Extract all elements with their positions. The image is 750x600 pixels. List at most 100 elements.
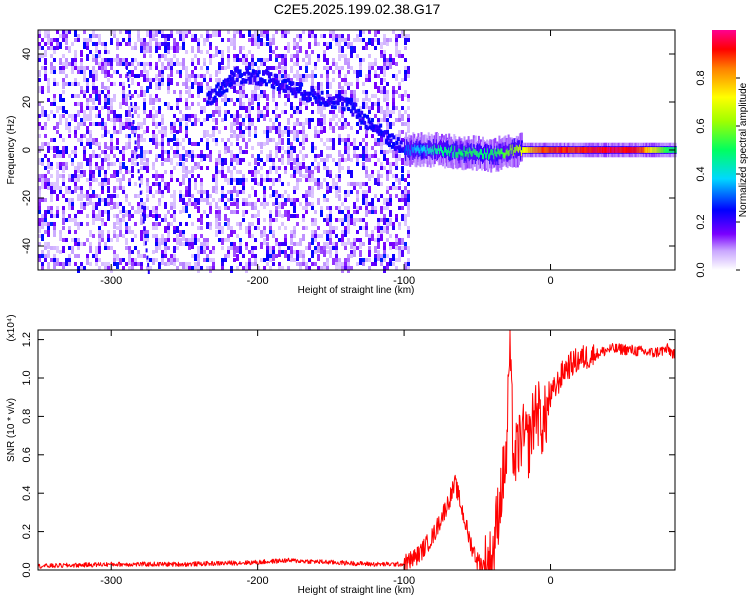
noise-cell — [194, 66, 197, 70]
noise-cell — [68, 230, 71, 234]
noise-cell — [308, 74, 311, 78]
noise-cell — [374, 210, 377, 214]
noise-cell — [269, 46, 272, 53]
noise-cell — [119, 30, 122, 34]
noise-cell — [146, 234, 149, 238]
noise-cell — [164, 182, 167, 186]
noise-cell — [119, 170, 122, 174]
noise-cell — [107, 62, 110, 66]
noise-cell — [296, 42, 299, 49]
noise-cell — [209, 206, 212, 210]
arc-cell — [224, 78, 227, 83]
noise-cell — [113, 174, 116, 178]
noise-cell — [152, 30, 155, 34]
noise-cell — [221, 170, 224, 174]
noise-cell — [239, 250, 242, 254]
noise-cell — [173, 46, 176, 53]
noise-cell — [329, 118, 332, 125]
noise-cell — [227, 198, 230, 202]
noise-cell — [287, 182, 290, 186]
noise-cell — [242, 54, 245, 61]
noise-cell — [92, 54, 95, 61]
noise-cell — [398, 246, 401, 253]
noise-cell — [314, 34, 317, 38]
noise-cell — [116, 54, 119, 58]
band-cell — [512, 150, 515, 156]
noise-cell — [317, 186, 320, 190]
noise-cell — [344, 158, 347, 162]
noise-cell — [176, 258, 179, 262]
noise-cell — [122, 234, 125, 238]
noise-cell — [113, 194, 116, 198]
noise-cell — [383, 154, 386, 161]
noise-cell — [116, 202, 119, 209]
noise-cell — [395, 194, 398, 198]
noise-cell — [95, 70, 98, 74]
noise-cell — [404, 110, 407, 114]
noise-cell — [272, 218, 275, 222]
noise-cell — [365, 170, 368, 174]
noise-cell — [299, 38, 302, 42]
noise-cell — [347, 150, 350, 154]
noise-cell — [191, 82, 194, 89]
noise-cell — [308, 202, 311, 206]
noise-cell — [122, 150, 125, 154]
noise-cell — [317, 42, 320, 46]
noise-cell — [56, 106, 59, 113]
noise-cell — [278, 202, 281, 209]
noise-cell — [170, 66, 173, 70]
noise-cell — [299, 46, 302, 53]
noise-cell — [56, 42, 59, 46]
noise-cell — [296, 182, 299, 186]
noise-cell — [137, 210, 140, 214]
noise-cell — [134, 234, 137, 238]
noise-cell — [41, 158, 44, 165]
noise-cell — [392, 154, 395, 158]
noise-cell — [362, 262, 365, 266]
noise-cell — [209, 78, 212, 82]
noise-cell — [74, 66, 77, 70]
noise-cell — [401, 190, 404, 197]
noise-cell — [272, 122, 275, 129]
noise-cell — [119, 182, 122, 189]
noise-cell — [74, 94, 77, 98]
noise-cell — [62, 194, 65, 198]
noise-cell — [185, 190, 188, 197]
noise-cell — [392, 174, 395, 178]
noise-cell — [293, 46, 296, 50]
noise-cell — [272, 190, 275, 197]
streak-cell — [133, 126, 136, 130]
noise-cell — [233, 78, 236, 82]
noise-cell — [230, 202, 233, 206]
noise-cell — [311, 162, 314, 166]
noise-cell — [221, 118, 224, 122]
noise-cell — [275, 118, 278, 122]
noise-cell — [191, 154, 194, 158]
noise-cell — [221, 262, 224, 266]
noise-cell — [374, 38, 377, 42]
noise-cell — [152, 258, 155, 265]
noise-cell — [215, 174, 218, 181]
noise-cell — [239, 158, 242, 165]
band-cell — [467, 151, 470, 158]
noise-cell — [95, 34, 98, 38]
noise-cell — [299, 238, 302, 242]
noise-cell — [344, 190, 347, 194]
noise-cell — [47, 242, 50, 249]
noise-cell — [62, 90, 65, 94]
noise-cell — [77, 126, 80, 130]
noise-cell — [290, 214, 293, 218]
noise-cell — [365, 146, 368, 150]
noise-cell — [398, 206, 401, 210]
noise-cell — [275, 194, 278, 201]
noise-cell — [329, 94, 332, 98]
noise-cell — [143, 130, 146, 134]
noise-cell — [299, 74, 302, 81]
noise-cell — [65, 82, 68, 86]
noise-cell — [296, 214, 299, 218]
noise-cell — [329, 138, 332, 142]
noise-cell — [56, 178, 59, 182]
noise-cell — [212, 110, 215, 117]
noise-cell — [101, 150, 104, 154]
noise-cell — [179, 238, 182, 245]
